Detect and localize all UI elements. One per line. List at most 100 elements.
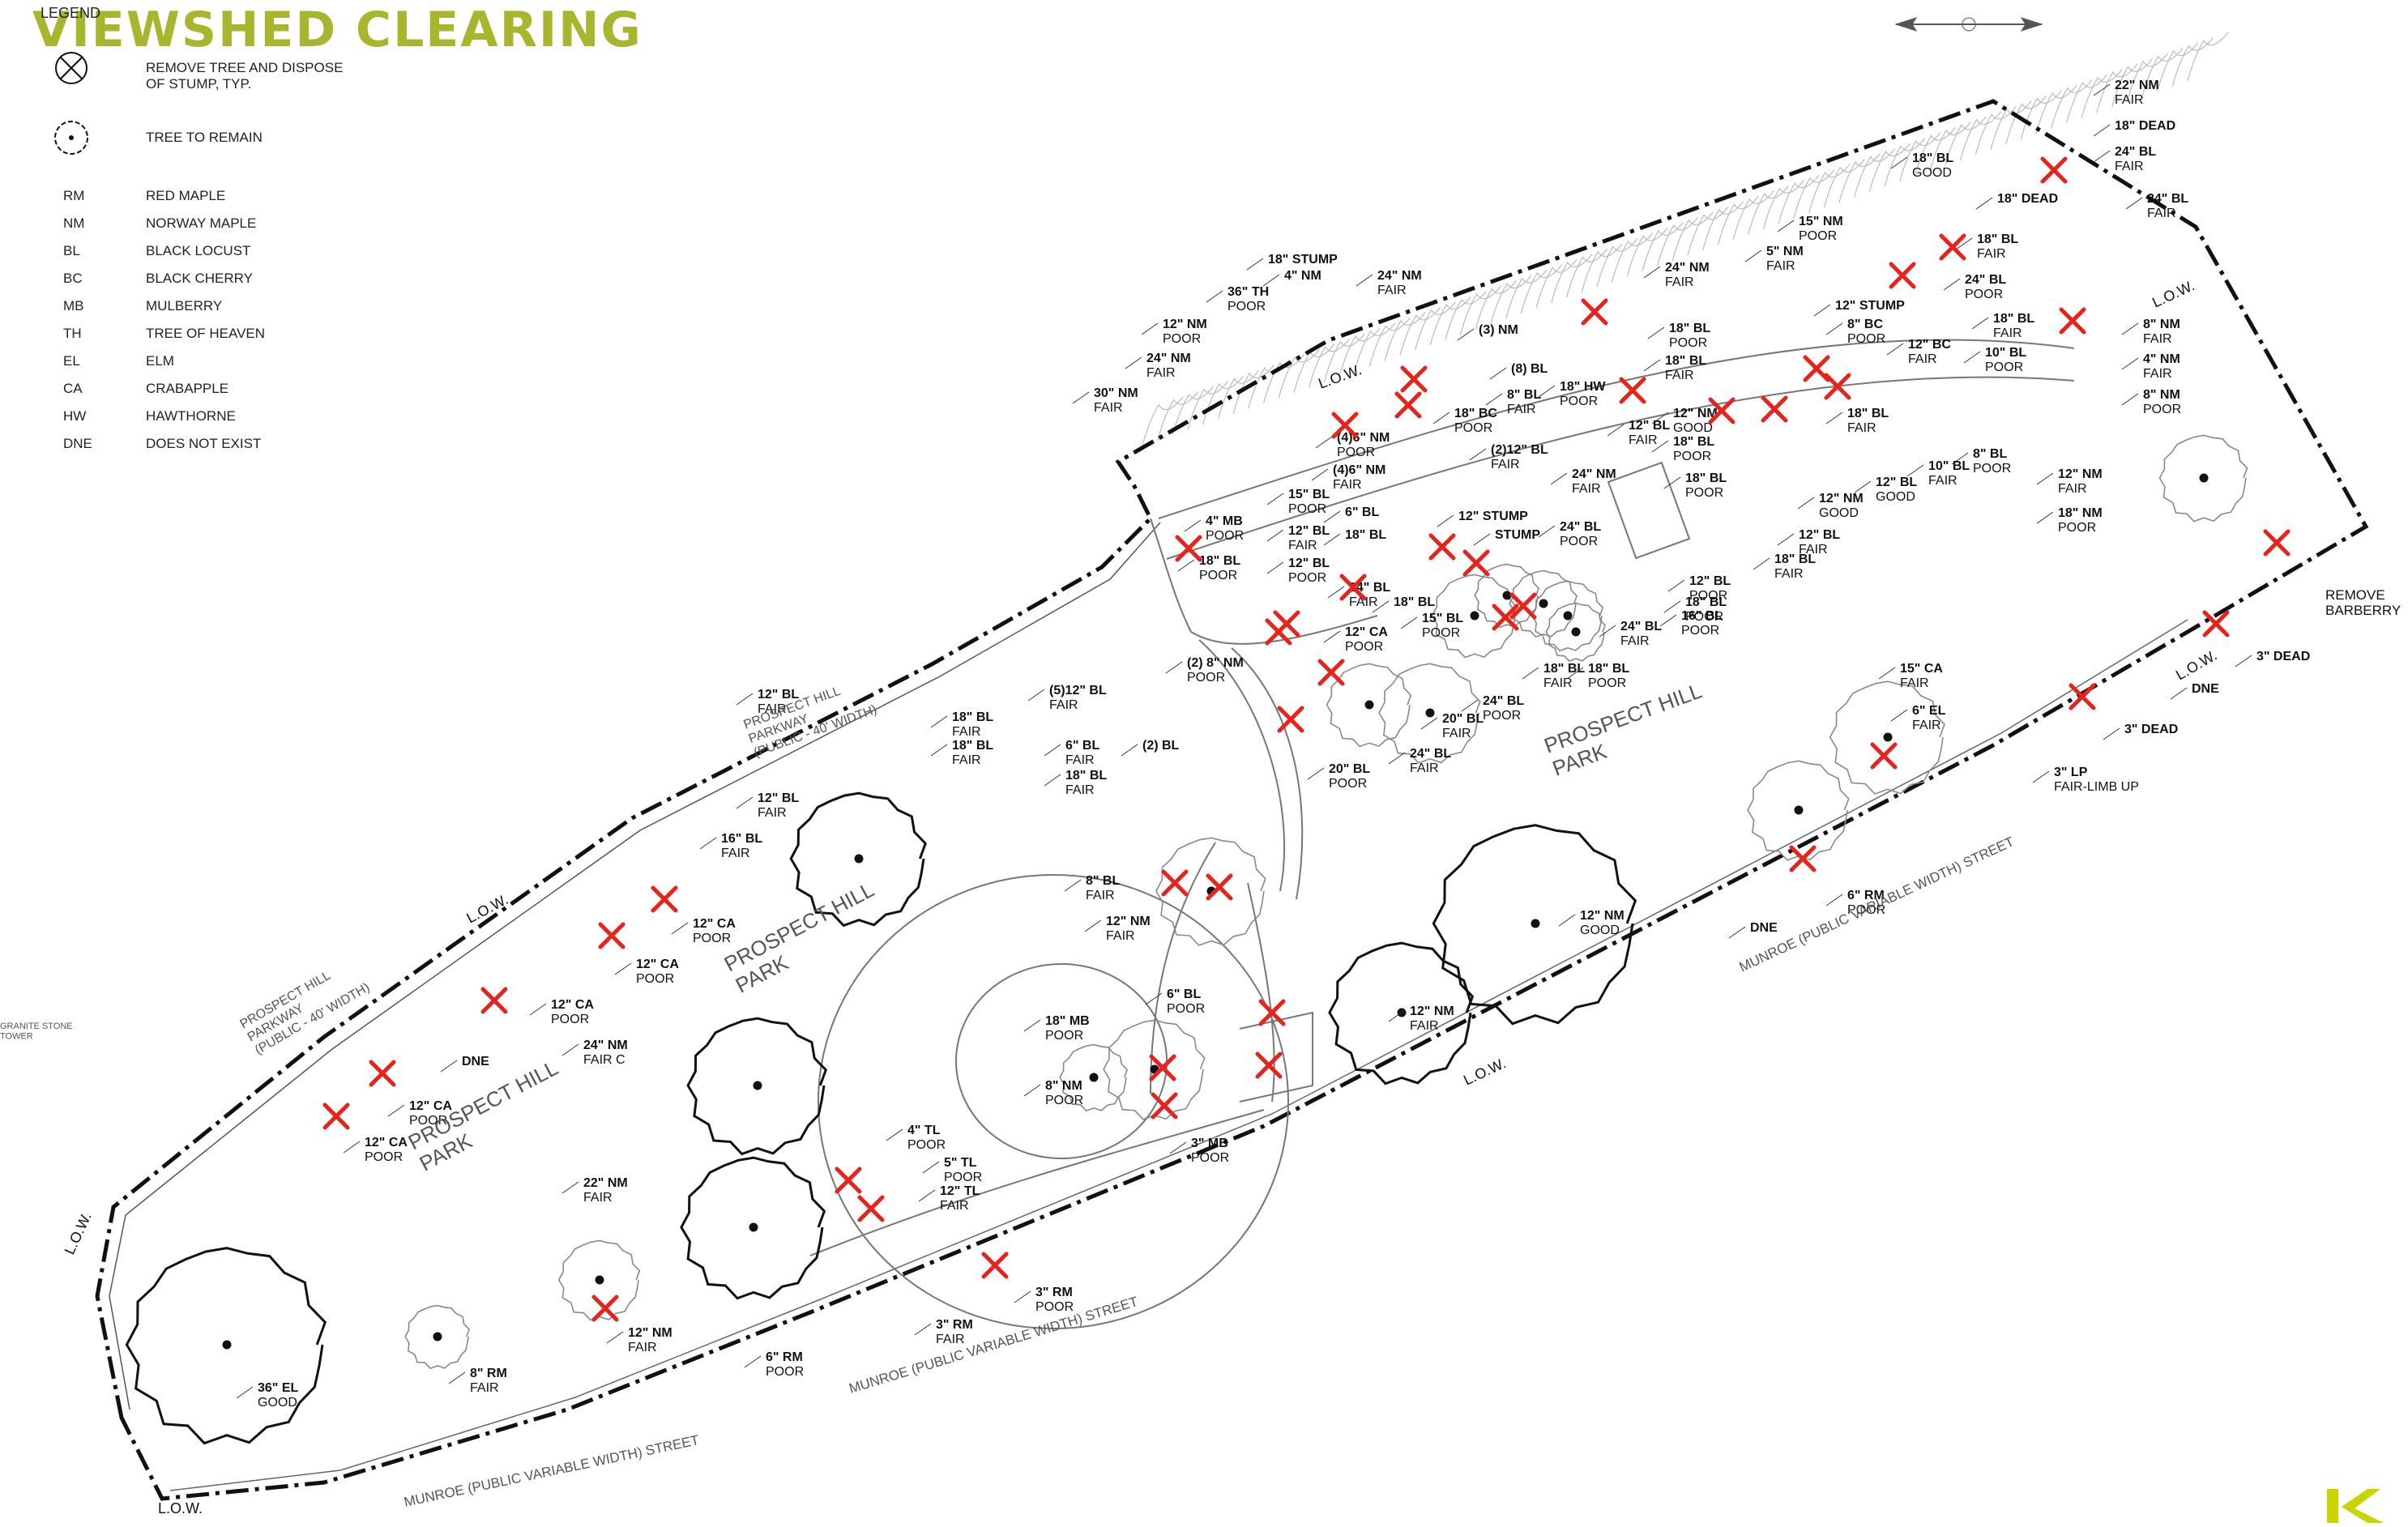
tree-label: 12" CA POOR bbox=[693, 917, 736, 945]
species-abbr: HW bbox=[63, 408, 87, 424]
tree-label: 12" TL FAIR bbox=[940, 1184, 980, 1213]
shoreline-stroke bbox=[1520, 264, 1562, 314]
legend-remain-label: TREE TO REMAIN bbox=[146, 130, 263, 145]
leader-line bbox=[1971, 317, 1989, 330]
shoreline-stroke bbox=[1808, 164, 1851, 214]
leader-line bbox=[2170, 687, 2188, 700]
tree-label: 3" DEAD bbox=[2256, 650, 2310, 663]
shoreline-stroke bbox=[1187, 381, 1229, 430]
remove-tree-icon bbox=[835, 1167, 862, 1194]
leader-line bbox=[1485, 393, 1503, 406]
shoreline-stroke bbox=[1626, 227, 1668, 277]
tree-label: 18" NM POOR bbox=[2058, 506, 2103, 535]
leader-line bbox=[1388, 1009, 1406, 1022]
shoreline-stroke bbox=[1368, 317, 1411, 367]
tree-label: 18" BL POOR bbox=[1685, 595, 1727, 624]
shoreline-stroke bbox=[1581, 243, 1623, 293]
species-abbr: CA bbox=[63, 381, 83, 396]
leader-line bbox=[1121, 744, 1138, 757]
tree-canopy bbox=[2158, 434, 2248, 523]
leader-line bbox=[1797, 497, 1815, 510]
tree-label: 18" HW POOR bbox=[1560, 380, 1606, 408]
tree-label: DNE bbox=[462, 1055, 489, 1068]
tree-label: (2) BL bbox=[1142, 739, 1180, 753]
shoreline-stroke bbox=[2065, 74, 2107, 124]
leader-line bbox=[1141, 322, 1159, 335]
inner-boundary bbox=[109, 522, 1161, 1410]
leader-line bbox=[1023, 1084, 1041, 1097]
species-name: ELM bbox=[146, 353, 174, 369]
shoreline-stroke bbox=[1535, 259, 1578, 309]
leader-line bbox=[1307, 767, 1325, 780]
tree-label: 8" BL FAIR bbox=[1086, 874, 1120, 902]
leader-line bbox=[1825, 322, 1843, 335]
shoreline-stroke bbox=[1945, 116, 1987, 166]
leader-line bbox=[1084, 919, 1102, 932]
low-label-2: L.O.W. bbox=[1317, 361, 1364, 392]
leader-line bbox=[1651, 412, 1669, 424]
tree-trunk-icon bbox=[749, 1222, 758, 1232]
low-label-5: L.O.W. bbox=[1461, 1055, 1508, 1088]
tree-label: 12" NM FAIR bbox=[1106, 915, 1151, 943]
tree-label: 18" BL FAIR bbox=[1847, 407, 1889, 435]
leader-line bbox=[1651, 440, 1669, 453]
tree-label: 24" BL POOR bbox=[1483, 694, 1524, 723]
remove-tree-icon bbox=[1331, 412, 1359, 439]
species-abbr: BC bbox=[63, 271, 83, 286]
shoreline-stroke bbox=[1899, 132, 1941, 182]
shoreline-stroke bbox=[1854, 148, 1896, 198]
tree-trunk-icon bbox=[1425, 708, 1435, 718]
leader-line bbox=[922, 1161, 940, 1174]
species-abbr: RM bbox=[63, 188, 85, 203]
leader-line bbox=[1356, 274, 1373, 287]
tree-label: 15" BL POOR bbox=[1422, 612, 1463, 640]
tree-canopy bbox=[125, 1247, 327, 1445]
tree-label: 24" BL FAIR bbox=[1410, 747, 1451, 775]
shoreline-stroke bbox=[1672, 211, 1714, 261]
shoreline-stroke bbox=[2035, 84, 2077, 134]
tree-label: 12" NM GOOD bbox=[1819, 492, 1864, 520]
tree-label: 24" BL FAIR bbox=[2115, 145, 2156, 173]
remove-tree-icon bbox=[2069, 683, 2096, 710]
tree-trunk-icon bbox=[854, 854, 864, 864]
remove-tree-icon bbox=[981, 1252, 1009, 1279]
shoreline-stroke bbox=[1551, 254, 1593, 304]
leader-line bbox=[1955, 237, 1973, 250]
shoreline-stroke bbox=[1596, 237, 1638, 288]
shoreline-stroke bbox=[1309, 338, 1351, 388]
shoreline-stroke bbox=[1975, 105, 2017, 156]
shoreline-stroke bbox=[2187, 32, 2229, 82]
tree-label: 18" STUMP bbox=[1268, 253, 1338, 267]
shoreline-stroke bbox=[1687, 206, 1729, 256]
page-title: VIEWSHED CLEARING bbox=[32, 2, 643, 58]
leader-line bbox=[1943, 278, 1961, 291]
tree-label: 18" BL FAIR bbox=[1977, 232, 2018, 261]
tree-label: 12" BC FAIR bbox=[1908, 338, 1951, 366]
street-edge bbox=[169, 619, 2188, 1491]
species-abbr: TH bbox=[63, 326, 82, 341]
tree-trunk-icon bbox=[1089, 1073, 1099, 1082]
park-label-1: PROSPECT HILLPARK bbox=[720, 877, 890, 998]
tree-label: 20" BL POOR bbox=[1329, 762, 1370, 791]
shoreline-stroke bbox=[1429, 296, 1471, 346]
leader-line bbox=[2125, 197, 2143, 210]
tree-label: 12" BL POOR bbox=[1689, 574, 1731, 603]
tree-canopy bbox=[1545, 602, 1606, 663]
tree-label: 3" RM POOR bbox=[1035, 1286, 1074, 1314]
leader-line bbox=[1044, 744, 1061, 757]
species-name: BLACK CHERRY bbox=[146, 271, 253, 286]
leader-line bbox=[1550, 472, 1568, 485]
tree-label: 12" CA POOR bbox=[409, 1099, 452, 1128]
remove-tree-icon bbox=[1277, 706, 1304, 733]
tree-label: 6" BL FAIR bbox=[1065, 739, 1099, 767]
shoreline-stroke bbox=[2020, 90, 2062, 139]
tree-label: 18" BL FAIR bbox=[952, 739, 993, 767]
remove-tree-icon bbox=[1761, 395, 1788, 423]
leader-line bbox=[918, 1189, 936, 1202]
shoreline-stroke bbox=[1823, 159, 1865, 208]
leader-line bbox=[1643, 266, 1661, 279]
leader-line bbox=[1372, 600, 1390, 613]
tree-label: 12" BL GOOD bbox=[1876, 476, 1917, 504]
shoreline-stroke bbox=[1460, 285, 1502, 335]
tree-canopy bbox=[1378, 663, 1481, 764]
